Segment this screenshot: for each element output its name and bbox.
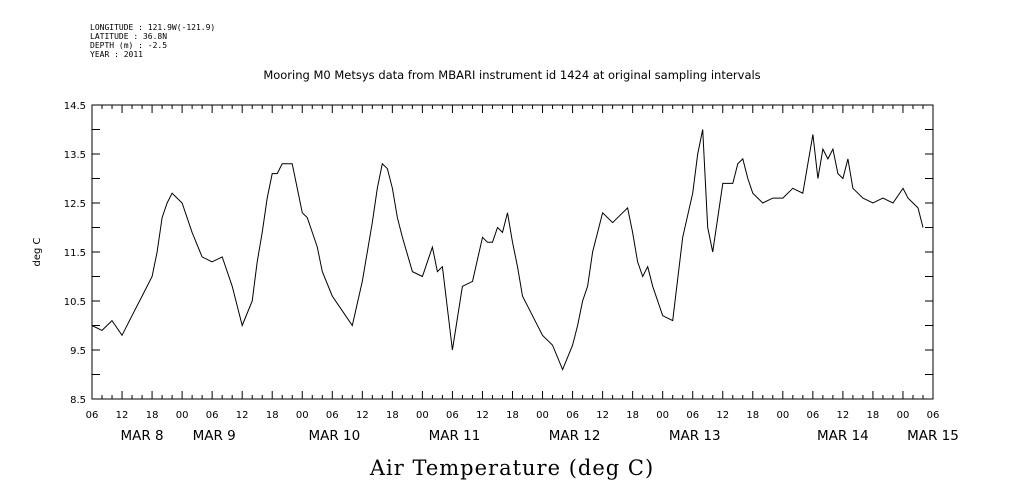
x-hour-label: 06 — [806, 410, 819, 421]
y-tick-label: 9.5 — [70, 346, 86, 357]
y-tick-label: 8.5 — [70, 395, 86, 406]
chart-title: Mooring M0 Metsys data from MBARI instru… — [263, 68, 760, 82]
x-hour-label: 12 — [596, 410, 609, 421]
x-hour-label: 06 — [566, 410, 579, 421]
x-hour-label: 18 — [146, 410, 159, 421]
y-tick-label: 13.5 — [64, 150, 86, 161]
day-label: MAR 12 — [549, 428, 601, 444]
x-hour-label: 18 — [867, 410, 880, 421]
x-tick-labels: 06 12 18 00 06 12 18 00 06 12 18 00 06 12 18 00 06 12 18 00… — [86, 410, 940, 421]
x-hour-label: 12 — [236, 410, 249, 421]
y-tick-labels: 14.5 13.5 12.5 11.5 10.5 9.5 8.5 — [64, 101, 86, 406]
day-label: MAR 14 — [817, 428, 869, 444]
x-hour-label: 06 — [326, 410, 339, 421]
x-hour-label: 06 — [86, 410, 99, 421]
x-hour-label: 00 — [176, 410, 189, 421]
x-hour-label: 12 — [837, 410, 850, 421]
day-label: MAR 8 — [120, 428, 163, 444]
plot-frame — [91, 104, 934, 400]
day-label: MAR 13 — [669, 428, 721, 444]
x-hour-label: 18 — [746, 410, 759, 421]
x-hour-label: 00 — [897, 410, 910, 421]
series-line — [91, 129, 924, 371]
y-tick-label: 11.5 — [64, 248, 86, 259]
y-axis-label: deg C — [32, 237, 43, 266]
y-tick-label: 12.5 — [64, 199, 86, 210]
latitude-text: LATITUDE : 36.8N — [90, 32, 167, 41]
x-hour-label: 00 — [536, 410, 549, 421]
chart-caption: Air Temperature (deg C) — [369, 456, 654, 480]
day-label: MAR 10 — [308, 428, 360, 444]
day-label: MAR 11 — [429, 428, 481, 444]
x-hour-label: 12 — [716, 410, 729, 421]
y-tick-label: 14.5 — [64, 101, 86, 112]
day-labels: MAR 8 MAR 9 MAR 10 MAR 11 MAR 12 MAR 13 MAR 14… — [120, 428, 958, 444]
x-hour-label: 00 — [416, 410, 429, 421]
x-hour-label: 12 — [356, 410, 369, 421]
x-hour-label: 12 — [476, 410, 489, 421]
x-hour-label: 00 — [776, 410, 789, 421]
x-hour-label: 06 — [686, 410, 699, 421]
day-label: MAR 15 — [907, 428, 959, 444]
x-hour-label: 06 — [206, 410, 219, 421]
x-hour-label: 00 — [296, 410, 309, 421]
x-hour-label: 18 — [506, 410, 519, 421]
x-hour-label: 18 — [266, 410, 279, 421]
day-label: MAR 9 — [193, 428, 236, 444]
x-hour-label: 06 — [446, 410, 459, 421]
year-text: YEAR : 2011 — [90, 50, 143, 59]
x-hour-label: 12 — [116, 410, 129, 421]
x-hour-label: 18 — [626, 410, 639, 421]
longitude-text: LONGITUDE : 121.9W(-121.9) — [90, 23, 215, 32]
x-hour-label: 06 — [927, 410, 940, 421]
y-tick-label: 10.5 — [64, 297, 86, 308]
depth-text: DEPTH (m) : -2.5 — [90, 41, 167, 50]
axis-ticks — [91, 104, 934, 400]
x-hour-label: 00 — [656, 410, 669, 421]
x-hour-label: 18 — [386, 410, 399, 421]
